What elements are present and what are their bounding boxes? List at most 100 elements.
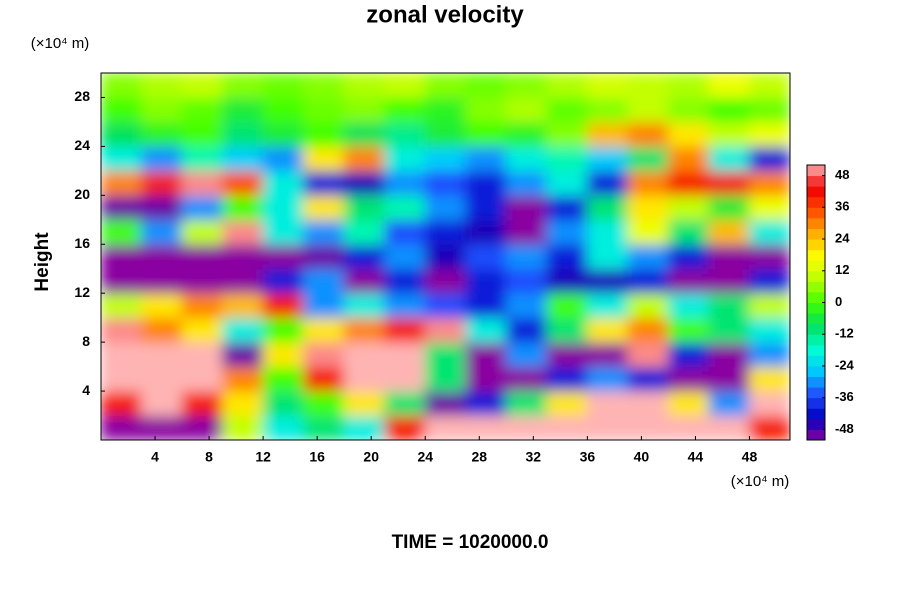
cell (424, 96, 467, 123)
cell (748, 415, 790, 440)
colorbar-segment (807, 165, 825, 177)
cell (546, 341, 588, 368)
colorbar-tick-label: 48 (835, 167, 849, 182)
cell (101, 317, 143, 343)
cell (667, 243, 710, 270)
cell (384, 243, 426, 270)
cell (384, 415, 426, 440)
colorbar-segment (807, 334, 825, 346)
cell (505, 194, 548, 221)
cell (424, 341, 467, 368)
cell (343, 366, 386, 392)
cell (546, 145, 588, 172)
cell (101, 219, 143, 245)
cells (101, 73, 790, 440)
cell (667, 121, 710, 147)
cell (343, 219, 386, 245)
cell (708, 341, 750, 368)
cell (101, 243, 143, 270)
x-tick-label: 48 (742, 449, 758, 465)
y-axis-label: Height (32, 232, 53, 292)
colorbar-segment (807, 397, 825, 409)
cell (424, 170, 467, 196)
y-tick-label: 24 (74, 137, 90, 153)
cell (384, 121, 426, 147)
cell (141, 145, 183, 172)
cell (303, 341, 345, 368)
y-tick-label: 16 (74, 235, 90, 251)
cell (586, 292, 629, 319)
y-tick-label: 12 (74, 284, 90, 300)
cell (748, 341, 790, 368)
cell (141, 219, 183, 245)
cell (708, 194, 750, 221)
cell (505, 96, 548, 123)
cell (222, 194, 264, 221)
cell (748, 243, 790, 270)
cell (748, 366, 790, 392)
colorbar-tick-label: -36 (835, 389, 854, 404)
cell (586, 317, 629, 343)
colorbar-tick-label: 36 (835, 199, 849, 214)
cell (384, 390, 426, 417)
colorbar-segment (807, 365, 825, 378)
cell (505, 366, 548, 392)
cell (586, 170, 629, 196)
y-unit: (×10⁴ m) (31, 35, 90, 52)
cell (586, 96, 629, 123)
cell (627, 170, 669, 196)
cell (424, 268, 467, 294)
cell (748, 317, 790, 343)
cell (262, 366, 305, 392)
cell (627, 341, 669, 368)
cell (181, 268, 224, 294)
cell (546, 366, 588, 392)
colorbar-segment (807, 228, 825, 240)
x-tick-label: 40 (634, 449, 650, 465)
cell (627, 121, 669, 147)
cell (303, 170, 345, 196)
cell (262, 73, 305, 98)
cell (141, 317, 183, 343)
cell (181, 170, 224, 196)
cell (303, 366, 345, 392)
cell (101, 194, 143, 221)
cell (343, 341, 386, 368)
cell (101, 121, 143, 147)
cell (141, 390, 183, 417)
cell (101, 292, 143, 319)
cell (627, 96, 669, 123)
cell (222, 292, 264, 319)
cell (181, 121, 224, 147)
colorbar-segment (807, 270, 825, 282)
cell (222, 317, 264, 343)
cell (384, 366, 426, 392)
cell (465, 96, 507, 123)
cell (181, 415, 224, 440)
cell (627, 317, 669, 343)
cell (101, 268, 143, 294)
cell (262, 145, 305, 172)
colorbar-segment (807, 355, 825, 367)
cell (343, 292, 386, 319)
cell (546, 96, 588, 123)
cell (465, 73, 507, 98)
colorbar-segment (807, 260, 825, 272)
cell (343, 268, 386, 294)
cell (343, 121, 386, 147)
cell (343, 415, 386, 440)
field (101, 73, 790, 440)
cell (465, 170, 507, 196)
colorbar-segment (807, 249, 825, 261)
colorbar-segment (807, 376, 825, 388)
y-tick-label: 4 (82, 382, 90, 398)
cell (181, 366, 224, 392)
cell (222, 170, 264, 196)
cell (343, 170, 386, 196)
cell (303, 415, 345, 440)
cell (667, 219, 710, 245)
cell (465, 415, 507, 440)
cell (384, 96, 426, 123)
cell (222, 121, 264, 147)
cell (586, 341, 629, 368)
